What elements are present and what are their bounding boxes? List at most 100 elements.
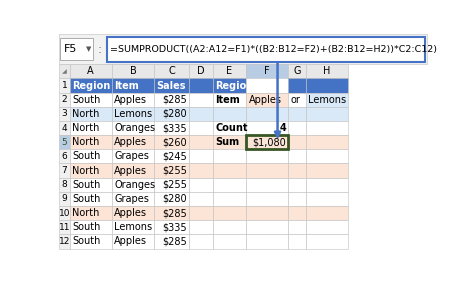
Text: Apples: Apples [248,95,282,105]
Text: H: H [323,66,330,76]
FancyBboxPatch shape [112,206,154,220]
FancyBboxPatch shape [154,107,189,121]
Text: $285: $285 [162,95,187,105]
Text: $335: $335 [162,222,187,232]
FancyBboxPatch shape [213,93,246,107]
FancyBboxPatch shape [189,220,213,234]
FancyBboxPatch shape [60,38,93,60]
FancyBboxPatch shape [246,192,288,206]
FancyBboxPatch shape [154,220,189,234]
FancyBboxPatch shape [112,107,154,121]
Text: C: C [168,66,175,76]
Text: North: North [72,208,100,218]
FancyBboxPatch shape [112,64,154,78]
Text: Item: Item [215,95,240,105]
FancyBboxPatch shape [154,178,189,192]
FancyBboxPatch shape [213,135,246,149]
Text: Region: Region [72,81,110,91]
FancyBboxPatch shape [306,107,348,121]
Text: Apples: Apples [114,95,147,105]
FancyBboxPatch shape [70,164,112,178]
FancyBboxPatch shape [213,164,246,178]
Text: Oranges: Oranges [114,123,155,133]
Text: North: North [72,166,100,176]
Text: ▼: ▼ [86,46,91,52]
FancyBboxPatch shape [59,93,70,107]
Text: 5: 5 [62,138,67,147]
Text: 11: 11 [59,223,70,232]
FancyBboxPatch shape [306,164,348,178]
FancyBboxPatch shape [288,234,306,248]
Text: 2: 2 [62,95,67,104]
FancyBboxPatch shape [59,121,70,135]
FancyBboxPatch shape [246,135,288,149]
FancyBboxPatch shape [112,93,154,107]
FancyBboxPatch shape [189,234,213,248]
FancyBboxPatch shape [213,192,246,206]
FancyBboxPatch shape [154,93,189,107]
Text: South: South [72,180,100,190]
FancyBboxPatch shape [189,78,213,93]
FancyBboxPatch shape [70,234,112,248]
Text: South: South [72,151,100,161]
Text: North: North [72,137,100,147]
FancyBboxPatch shape [246,78,288,93]
FancyBboxPatch shape [288,135,306,149]
FancyBboxPatch shape [246,107,288,121]
FancyBboxPatch shape [246,178,288,192]
Text: North: North [248,81,280,91]
FancyBboxPatch shape [306,121,348,135]
FancyBboxPatch shape [213,64,246,78]
FancyBboxPatch shape [112,135,154,149]
FancyBboxPatch shape [70,107,112,121]
FancyBboxPatch shape [112,192,154,206]
FancyBboxPatch shape [154,64,189,78]
FancyBboxPatch shape [59,206,70,220]
FancyBboxPatch shape [70,64,112,78]
FancyBboxPatch shape [59,64,70,78]
Text: $285: $285 [162,236,187,247]
FancyBboxPatch shape [288,192,306,206]
FancyBboxPatch shape [288,121,306,135]
FancyBboxPatch shape [288,78,306,93]
FancyBboxPatch shape [213,234,246,248]
FancyBboxPatch shape [59,149,70,164]
FancyBboxPatch shape [189,206,213,220]
Text: Sum: Sum [215,137,239,147]
FancyBboxPatch shape [154,192,189,206]
Text: 8: 8 [62,180,67,189]
Text: North: North [72,123,100,133]
Text: North: North [72,109,100,119]
Text: Lemons: Lemons [308,95,346,105]
FancyBboxPatch shape [189,149,213,164]
FancyBboxPatch shape [189,121,213,135]
FancyBboxPatch shape [70,206,112,220]
FancyBboxPatch shape [288,107,306,121]
FancyBboxPatch shape [288,220,306,234]
Text: Apples: Apples [114,236,147,247]
Text: B: B [129,66,137,76]
FancyBboxPatch shape [70,93,112,107]
Text: Lemons: Lemons [114,109,153,119]
FancyBboxPatch shape [213,149,246,164]
FancyBboxPatch shape [246,64,288,78]
Text: A: A [87,66,94,76]
FancyBboxPatch shape [112,220,154,234]
Text: $255: $255 [162,166,187,176]
FancyBboxPatch shape [59,178,70,192]
FancyBboxPatch shape [288,164,306,178]
FancyBboxPatch shape [306,135,348,149]
Text: Grapes: Grapes [114,194,149,204]
FancyBboxPatch shape [154,135,189,149]
FancyBboxPatch shape [112,121,154,135]
FancyBboxPatch shape [107,37,425,62]
Text: $245: $245 [162,151,187,161]
Text: Sales: Sales [156,81,186,91]
FancyBboxPatch shape [306,192,348,206]
Text: =SUMPRODUCT((A2:A12=F1)*((B2:B12=F2)+(B2:B12=H2))*C2:C12): =SUMPRODUCT((A2:A12=F1)*((B2:B12=F2)+(B2… [109,45,437,54]
FancyBboxPatch shape [306,78,348,93]
FancyBboxPatch shape [246,206,288,220]
Text: South: South [72,222,100,232]
Text: 1: 1 [62,81,67,90]
Text: 4: 4 [62,124,67,133]
